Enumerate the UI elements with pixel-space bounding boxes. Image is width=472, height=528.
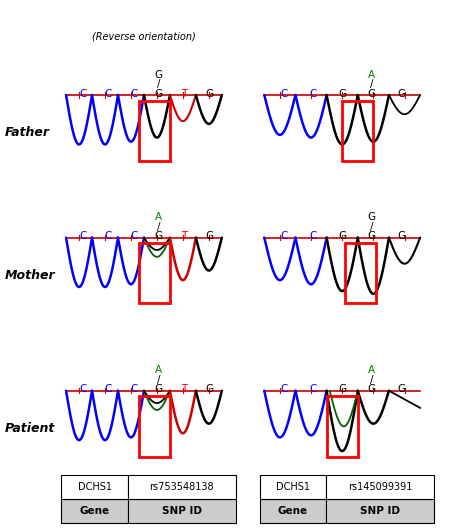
Text: C: C	[310, 384, 317, 394]
Text: /: /	[370, 375, 374, 385]
Text: /: /	[157, 375, 160, 385]
Text: C: C	[130, 384, 137, 394]
Text: T: T	[181, 384, 187, 394]
Bar	[61, 475, 128, 499]
Text: C: C	[80, 89, 87, 99]
Bar	[342, 100, 373, 161]
Text: G: G	[155, 70, 163, 80]
Text: Mother: Mother	[5, 269, 55, 282]
Text: /: /	[157, 79, 160, 89]
Bar	[326, 475, 434, 499]
Text: G: G	[368, 384, 376, 394]
Bar	[327, 396, 358, 457]
Text: Patient: Patient	[5, 422, 55, 435]
Bar	[128, 475, 236, 499]
Text: A: A	[368, 70, 375, 80]
Text: G: G	[368, 212, 376, 222]
Text: /: /	[370, 79, 374, 89]
Text: G: G	[397, 89, 405, 99]
Text: C: C	[310, 231, 317, 241]
Bar	[260, 499, 326, 523]
Bar	[139, 100, 170, 161]
Text: T: T	[181, 231, 187, 241]
Text: /: /	[370, 222, 374, 232]
Text: G: G	[205, 384, 213, 394]
Text: A: A	[368, 365, 375, 375]
Text: C: C	[280, 89, 287, 99]
Text: DCHS1: DCHS1	[77, 482, 111, 492]
Text: C: C	[310, 89, 317, 99]
Text: SNP ID: SNP ID	[360, 506, 400, 516]
Text: G: G	[155, 89, 163, 99]
Text: G: G	[397, 231, 405, 241]
Text: rs753548138: rs753548138	[150, 482, 214, 492]
Text: G: G	[368, 89, 376, 99]
Bar	[61, 499, 128, 523]
Text: G: G	[155, 231, 163, 241]
Text: G: G	[338, 384, 346, 394]
Text: G: G	[397, 384, 405, 394]
Text: A: A	[155, 365, 162, 375]
Bar	[346, 243, 377, 304]
Bar	[139, 243, 170, 304]
Text: Gene: Gene	[278, 506, 308, 516]
Text: C: C	[130, 89, 137, 99]
Text: rs145099391: rs145099391	[348, 482, 412, 492]
Text: C: C	[80, 231, 87, 241]
Text: A: A	[155, 212, 162, 222]
Text: C: C	[105, 89, 112, 99]
Text: Gene: Gene	[79, 506, 110, 516]
Text: G: G	[205, 231, 213, 241]
Text: G: G	[205, 89, 213, 99]
Text: (Reverse orientation): (Reverse orientation)	[92, 32, 196, 42]
Bar	[326, 499, 434, 523]
Text: Father: Father	[5, 126, 50, 139]
Text: G: G	[338, 89, 346, 99]
Text: DCHS1: DCHS1	[276, 482, 310, 492]
Text: G: G	[155, 384, 163, 394]
Bar	[260, 475, 326, 499]
Text: T: T	[181, 89, 187, 99]
Text: C: C	[280, 384, 287, 394]
Text: G: G	[368, 231, 376, 241]
Text: C: C	[80, 384, 87, 394]
Text: C: C	[130, 231, 137, 241]
Text: G: G	[338, 231, 346, 241]
Bar	[128, 499, 236, 523]
Text: SNP ID: SNP ID	[162, 506, 202, 516]
Text: C: C	[280, 231, 287, 241]
Text: C: C	[105, 384, 112, 394]
Bar	[139, 396, 170, 457]
Text: C: C	[105, 231, 112, 241]
Text: /: /	[157, 222, 160, 232]
